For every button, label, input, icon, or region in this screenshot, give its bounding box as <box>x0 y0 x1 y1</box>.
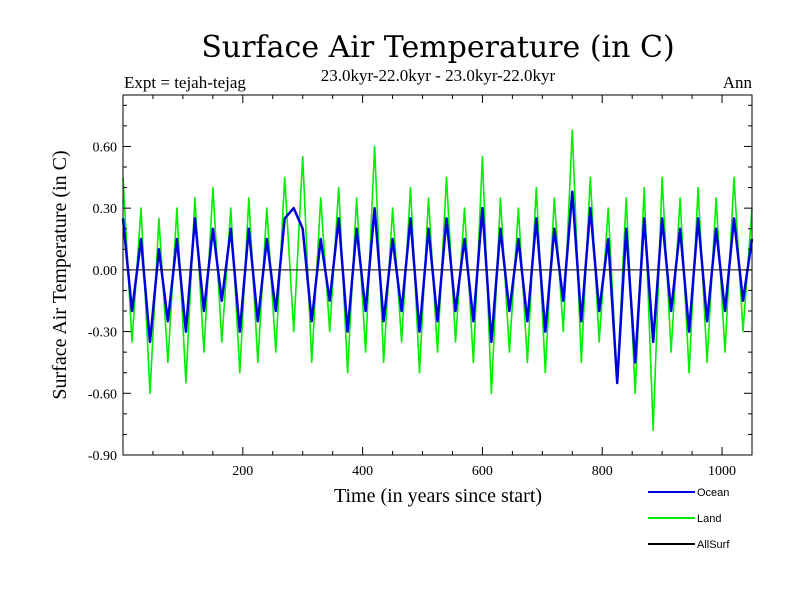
legend-label-ocean: Ocean <box>697 487 729 499</box>
tick-labels: 200 400 600 800 1000 -0.90 -0.60 -0.30 0.00 0.30 0… <box>88 140 736 479</box>
legend-label-allsurf: AllSurf <box>697 539 730 551</box>
plot-frame <box>122 94 753 456</box>
legend: Ocean Land AllSurf <box>648 487 730 551</box>
y-tick-label: 0.00 <box>93 264 118 279</box>
x-tick-label: 400 <box>352 464 373 479</box>
period-label: 23.0kyr-22.0kyr - 23.0kyr-22.0kyr <box>321 66 556 85</box>
y-tick-label: -0.60 <box>88 387 117 402</box>
y-tick-label: 0.30 <box>93 202 118 217</box>
x-tick-label: 1000 <box>708 464 736 479</box>
x-tick-label: 600 <box>472 464 493 479</box>
season-label: Ann <box>723 73 753 92</box>
y-axis-label: Surface Air Temperature (in C) <box>49 150 71 399</box>
plot-lines <box>121 129 754 432</box>
x-tick-label: 200 <box>232 464 253 479</box>
experiment-label: Expt = tejah-tejag <box>124 73 246 92</box>
y-tick-label: -0.90 <box>88 449 117 464</box>
x-tick-label: 800 <box>592 464 613 479</box>
y-tick-label: 0.60 <box>93 140 118 155</box>
x-axis-label: Time (in years since start) <box>334 485 542 507</box>
legend-label-land: Land <box>697 513 721 525</box>
y-tick-label: -0.30 <box>88 326 117 341</box>
chart-title: Surface Air Temperature (in C) <box>201 30 674 65</box>
series-line-ocean <box>121 190 754 385</box>
